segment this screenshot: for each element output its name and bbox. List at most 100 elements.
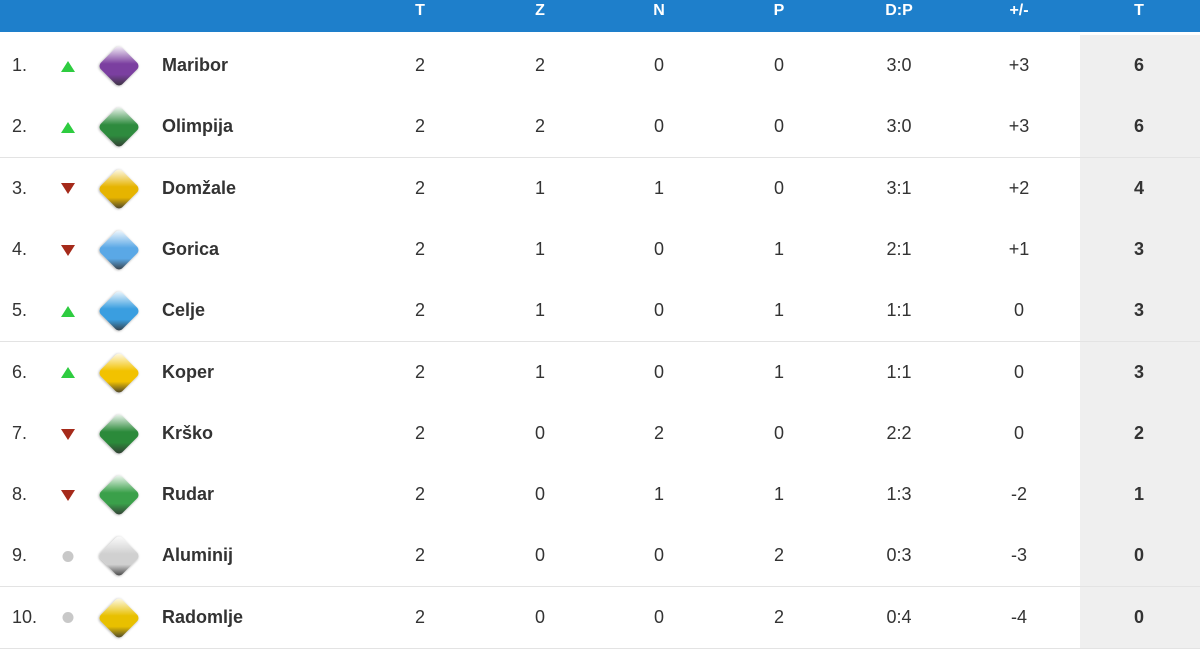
header-points[interactable]: T: [1134, 2, 1144, 19]
table-row[interactable]: 2. Olimpija 2 2 0 0 3:0 +3 6: [0, 96, 1200, 159]
team-name[interactable]: Rudar: [162, 484, 215, 505]
team-name[interactable]: Domžale: [162, 177, 237, 198]
drawn-cell: 0: [653, 361, 665, 382]
won-cell: 1: [534, 177, 546, 198]
header-drawn[interactable]: N: [653, 2, 665, 19]
header-played[interactable]: T: [415, 2, 425, 19]
lost-cell: 2: [773, 545, 785, 566]
played-cell: 2: [414, 177, 426, 198]
goals-cell: 1:1: [886, 361, 912, 382]
aluminij-crest-icon: [97, 534, 141, 578]
goals-cell: 2:2: [886, 422, 912, 443]
drawn-cell: 2: [653, 422, 665, 443]
table-row[interactable]: 9. Aluminij 2 0 0 2 0:3 -3 0: [0, 525, 1200, 588]
points-column-bg: [1080, 35, 1200, 96]
goals-cell: 3:0: [886, 116, 912, 137]
won-cell: 0: [534, 422, 546, 443]
table-row[interactable]: 7. Krško 2 0 2 0 2:2 0 2: [0, 402, 1200, 465]
goals-cell: 1:3: [886, 484, 912, 505]
goals-cell: 2:1: [886, 238, 912, 259]
points-column-bg: [1080, 157, 1200, 219]
team-name[interactable]: Krško: [162, 422, 214, 443]
goal-diff-cell: 0: [1013, 361, 1025, 382]
points-column-bg: [1080, 96, 1200, 158]
goal-diff-cell: -3: [1010, 545, 1028, 566]
team-name[interactable]: Celje: [162, 300, 206, 321]
won-cell: 0: [534, 545, 546, 566]
drawn-cell: 0: [653, 545, 665, 566]
points-cell: 2: [1133, 422, 1145, 443]
table-row[interactable]: 10. Radomlje 2 0 0 2 0:4 -4 0: [0, 586, 1200, 649]
drawn-cell: 0: [653, 116, 665, 137]
points-cell: 3: [1133, 361, 1145, 382]
drawn-cell: 1: [653, 484, 665, 505]
table-row[interactable]: 5. Celje 2 1 0 1 1:1 0 3: [0, 280, 1200, 343]
played-cell: 2: [414, 238, 426, 259]
goal-diff-cell: +1: [1008, 238, 1030, 259]
team-name[interactable]: Gorica: [162, 238, 220, 259]
header-lost[interactable]: P: [773, 2, 785, 19]
position-cell: 6.: [12, 361, 28, 382]
lost-cell: 1: [773, 238, 785, 259]
goal-diff-cell: +2: [1008, 177, 1030, 198]
table-row[interactable]: 3. Domžale 2 1 1 0 3:1 +2 4: [0, 157, 1200, 220]
koper-crest-icon: [97, 351, 141, 394]
position-cell: 1.: [12, 55, 28, 75]
drawn-cell: 0: [653, 238, 665, 259]
position-cell: 2.: [12, 116, 28, 137]
points-column-bg: [1080, 341, 1200, 403]
team-name[interactable]: Olimpija: [162, 116, 234, 137]
played-cell: 2: [414, 55, 426, 75]
points-cell: 4: [1133, 177, 1145, 198]
lost-cell: 1: [773, 300, 785, 321]
table-row[interactable]: 8. Rudar 2 0 1 1 1:3 -2 1: [0, 464, 1200, 527]
maribor-crest-icon: [97, 44, 141, 88]
trend-down-icon: [61, 464, 75, 525]
drawn-cell: 0: [653, 300, 665, 321]
goal-diff-cell: 0: [1013, 300, 1025, 321]
trend-up-icon: [61, 35, 75, 96]
table-header: T Z N P D:P +/- T: [0, 0, 1200, 32]
points-cell: 3: [1133, 300, 1145, 321]
table-row[interactable]: 4. Gorica 2 1 0 1 2:1 +1 3: [0, 218, 1200, 281]
won-cell: 0: [534, 484, 546, 505]
position-cell: 4.: [12, 238, 28, 259]
team-name[interactable]: Maribor: [162, 55, 229, 75]
played-cell: 2: [414, 422, 426, 443]
goal-diff-cell: +3: [1008, 55, 1030, 75]
gorica-crest-icon: [97, 228, 141, 272]
points-cell: 6: [1133, 116, 1145, 137]
rudar-crest-icon: [97, 473, 141, 517]
header-goals[interactable]: D:P: [885, 2, 913, 19]
won-cell: 2: [534, 55, 546, 75]
lost-cell: 0: [773, 177, 785, 198]
won-cell: 1: [534, 361, 546, 382]
points-cell: 0: [1133, 545, 1145, 566]
header-won[interactable]: Z: [535, 2, 545, 19]
goals-cell: 3:0: [886, 55, 912, 75]
team-name[interactable]: Aluminij: [162, 545, 233, 566]
domzale-crest-icon: [97, 167, 141, 211]
table-row[interactable]: 1. Maribor 2 2 0 0 3:0 +3 6: [0, 35, 1200, 97]
goals-cell: 0:4: [886, 606, 912, 627]
trend-down-icon: [61, 403, 75, 464]
team-name[interactable]: Radomlje: [162, 606, 244, 627]
lost-cell: 1: [773, 484, 785, 505]
header-goal-diff[interactable]: +/-: [1009, 2, 1029, 19]
position-cell: 10.: [12, 606, 38, 627]
goal-diff-cell: -4: [1010, 606, 1028, 627]
points-column-bg: [1080, 218, 1200, 280]
goal-diff-cell: +3: [1008, 116, 1030, 137]
played-cell: 2: [414, 116, 426, 137]
radomlje-crest-icon: [97, 596, 141, 640]
table-row[interactable]: 6. Koper 2 1 0 1 1:1 0 3: [0, 341, 1200, 404]
position-cell: 7.: [12, 422, 28, 443]
lost-cell: 0: [773, 422, 785, 443]
team-name[interactable]: Koper: [162, 361, 215, 382]
celje-crest-icon: [97, 289, 141, 333]
played-cell: 2: [414, 484, 426, 505]
drawn-cell: 0: [653, 606, 665, 627]
position-cell: 5.: [12, 300, 28, 321]
points-column-bg: [1080, 464, 1200, 526]
